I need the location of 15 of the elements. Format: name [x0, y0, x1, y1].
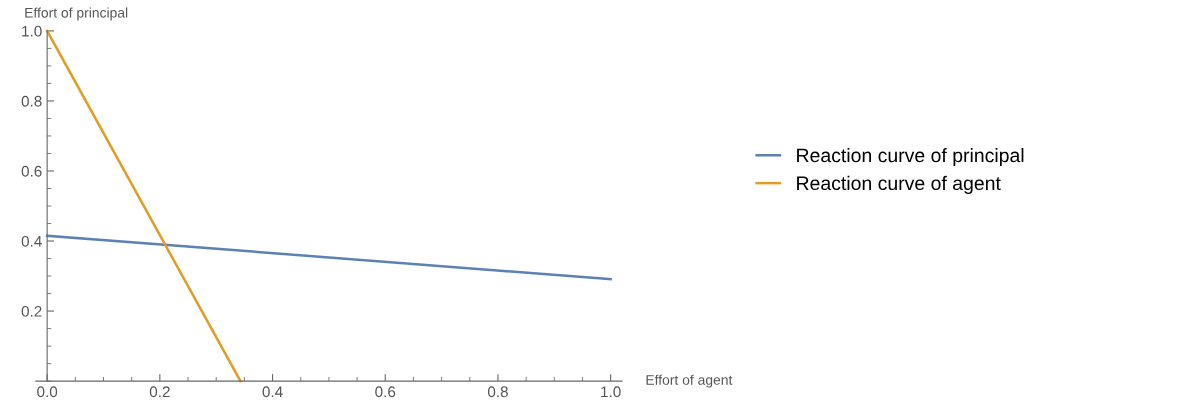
x-tick-label: 0.0: [37, 386, 58, 398]
x-axis-title: Effort of agent: [646, 374, 733, 388]
y-tick-label: 1.0: [22, 25, 42, 37]
y-tick-label: 0.6: [21, 165, 42, 177]
legend-label: Reaction curve of agent: [797, 175, 1001, 194]
x-tick-label: 0.4: [262, 386, 283, 398]
x-tick-label: 1.0: [601, 386, 621, 398]
y-tick-label: 0.8: [21, 95, 42, 107]
x-tick-label: 0.6: [375, 386, 396, 398]
y-tick-label: 0.4: [21, 235, 42, 247]
y-axis-title: Effort of principal: [25, 7, 128, 21]
x-tick-label: 0.2: [149, 386, 170, 398]
legend-label: Reaction curve of principal: [797, 147, 1024, 167]
y-tick-label: 0.2: [21, 305, 42, 317]
x-tick-label: 0.8: [487, 386, 508, 398]
